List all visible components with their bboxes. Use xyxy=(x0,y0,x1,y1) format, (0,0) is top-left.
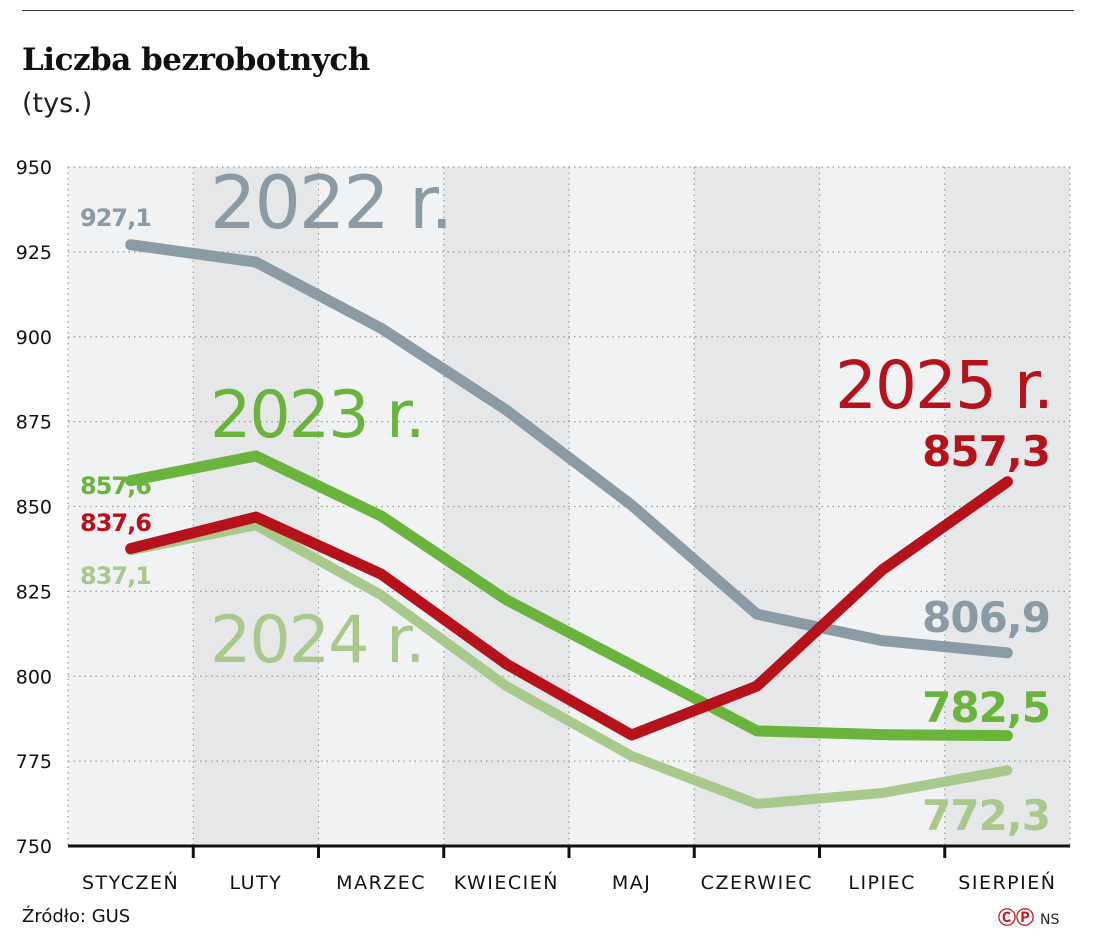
series-line xyxy=(125,520,1013,809)
y-tick-label: 875 xyxy=(16,412,52,434)
source-note: Źródło: GUS xyxy=(22,906,131,927)
y-tick-label: 750 xyxy=(16,836,52,858)
end-value-label: 772,3 xyxy=(922,791,1050,840)
x-tick-label: MAJ xyxy=(612,872,652,894)
y-tick-label: 925 xyxy=(16,242,52,264)
end-value-label: 806,9 xyxy=(922,593,1050,642)
x-tick-label: LUTY xyxy=(229,872,282,894)
top-rule xyxy=(22,10,1074,11)
series-line xyxy=(125,450,1013,742)
end-value-label: 857,3 xyxy=(922,427,1050,476)
column-band xyxy=(68,167,194,846)
series-line xyxy=(125,476,1013,741)
chart-subtitle: (tys.) xyxy=(22,88,93,119)
y-tick-label: 950 xyxy=(16,157,52,179)
series-name-label: 2025 r. xyxy=(835,347,1052,424)
series-line xyxy=(125,239,1013,659)
series-name-label: 2024 r. xyxy=(210,603,424,678)
chart-title: Liczba bezrobotnych xyxy=(22,42,370,78)
y-tick-label: 775 xyxy=(16,751,52,773)
start-value-label: 927,1 xyxy=(80,204,151,232)
y-tick-label: 850 xyxy=(16,497,52,519)
author: NS xyxy=(1040,912,1060,928)
end-value-label: 782,5 xyxy=(922,683,1050,732)
series-name-label: 2022 r. xyxy=(210,161,452,246)
column-band xyxy=(318,167,444,846)
copyright-icon: ⒸⓅ xyxy=(998,908,1034,929)
y-tick-label: 900 xyxy=(16,327,52,349)
x-tick-label: CZERWIEC xyxy=(701,872,813,894)
y-tick-label: 800 xyxy=(16,666,52,688)
x-tick-label: MARZEC xyxy=(336,872,426,894)
x-tick-label: STYCZEŃ xyxy=(82,871,179,894)
column-band xyxy=(443,167,569,846)
credit: ⒸⓅ NS xyxy=(998,904,1059,930)
start-value-label: 857,6 xyxy=(80,472,151,500)
start-value-label: 837,6 xyxy=(80,509,151,537)
start-value-label: 837,1 xyxy=(80,562,151,590)
x-tick-label: KWIECIEŃ xyxy=(454,871,559,894)
x-tick-label: LIPIEC xyxy=(848,872,916,894)
series-name-label: 2023 r. xyxy=(210,378,424,453)
y-tick-label: 825 xyxy=(16,581,52,603)
x-tick-label: SIERPIEŃ xyxy=(958,871,1056,894)
